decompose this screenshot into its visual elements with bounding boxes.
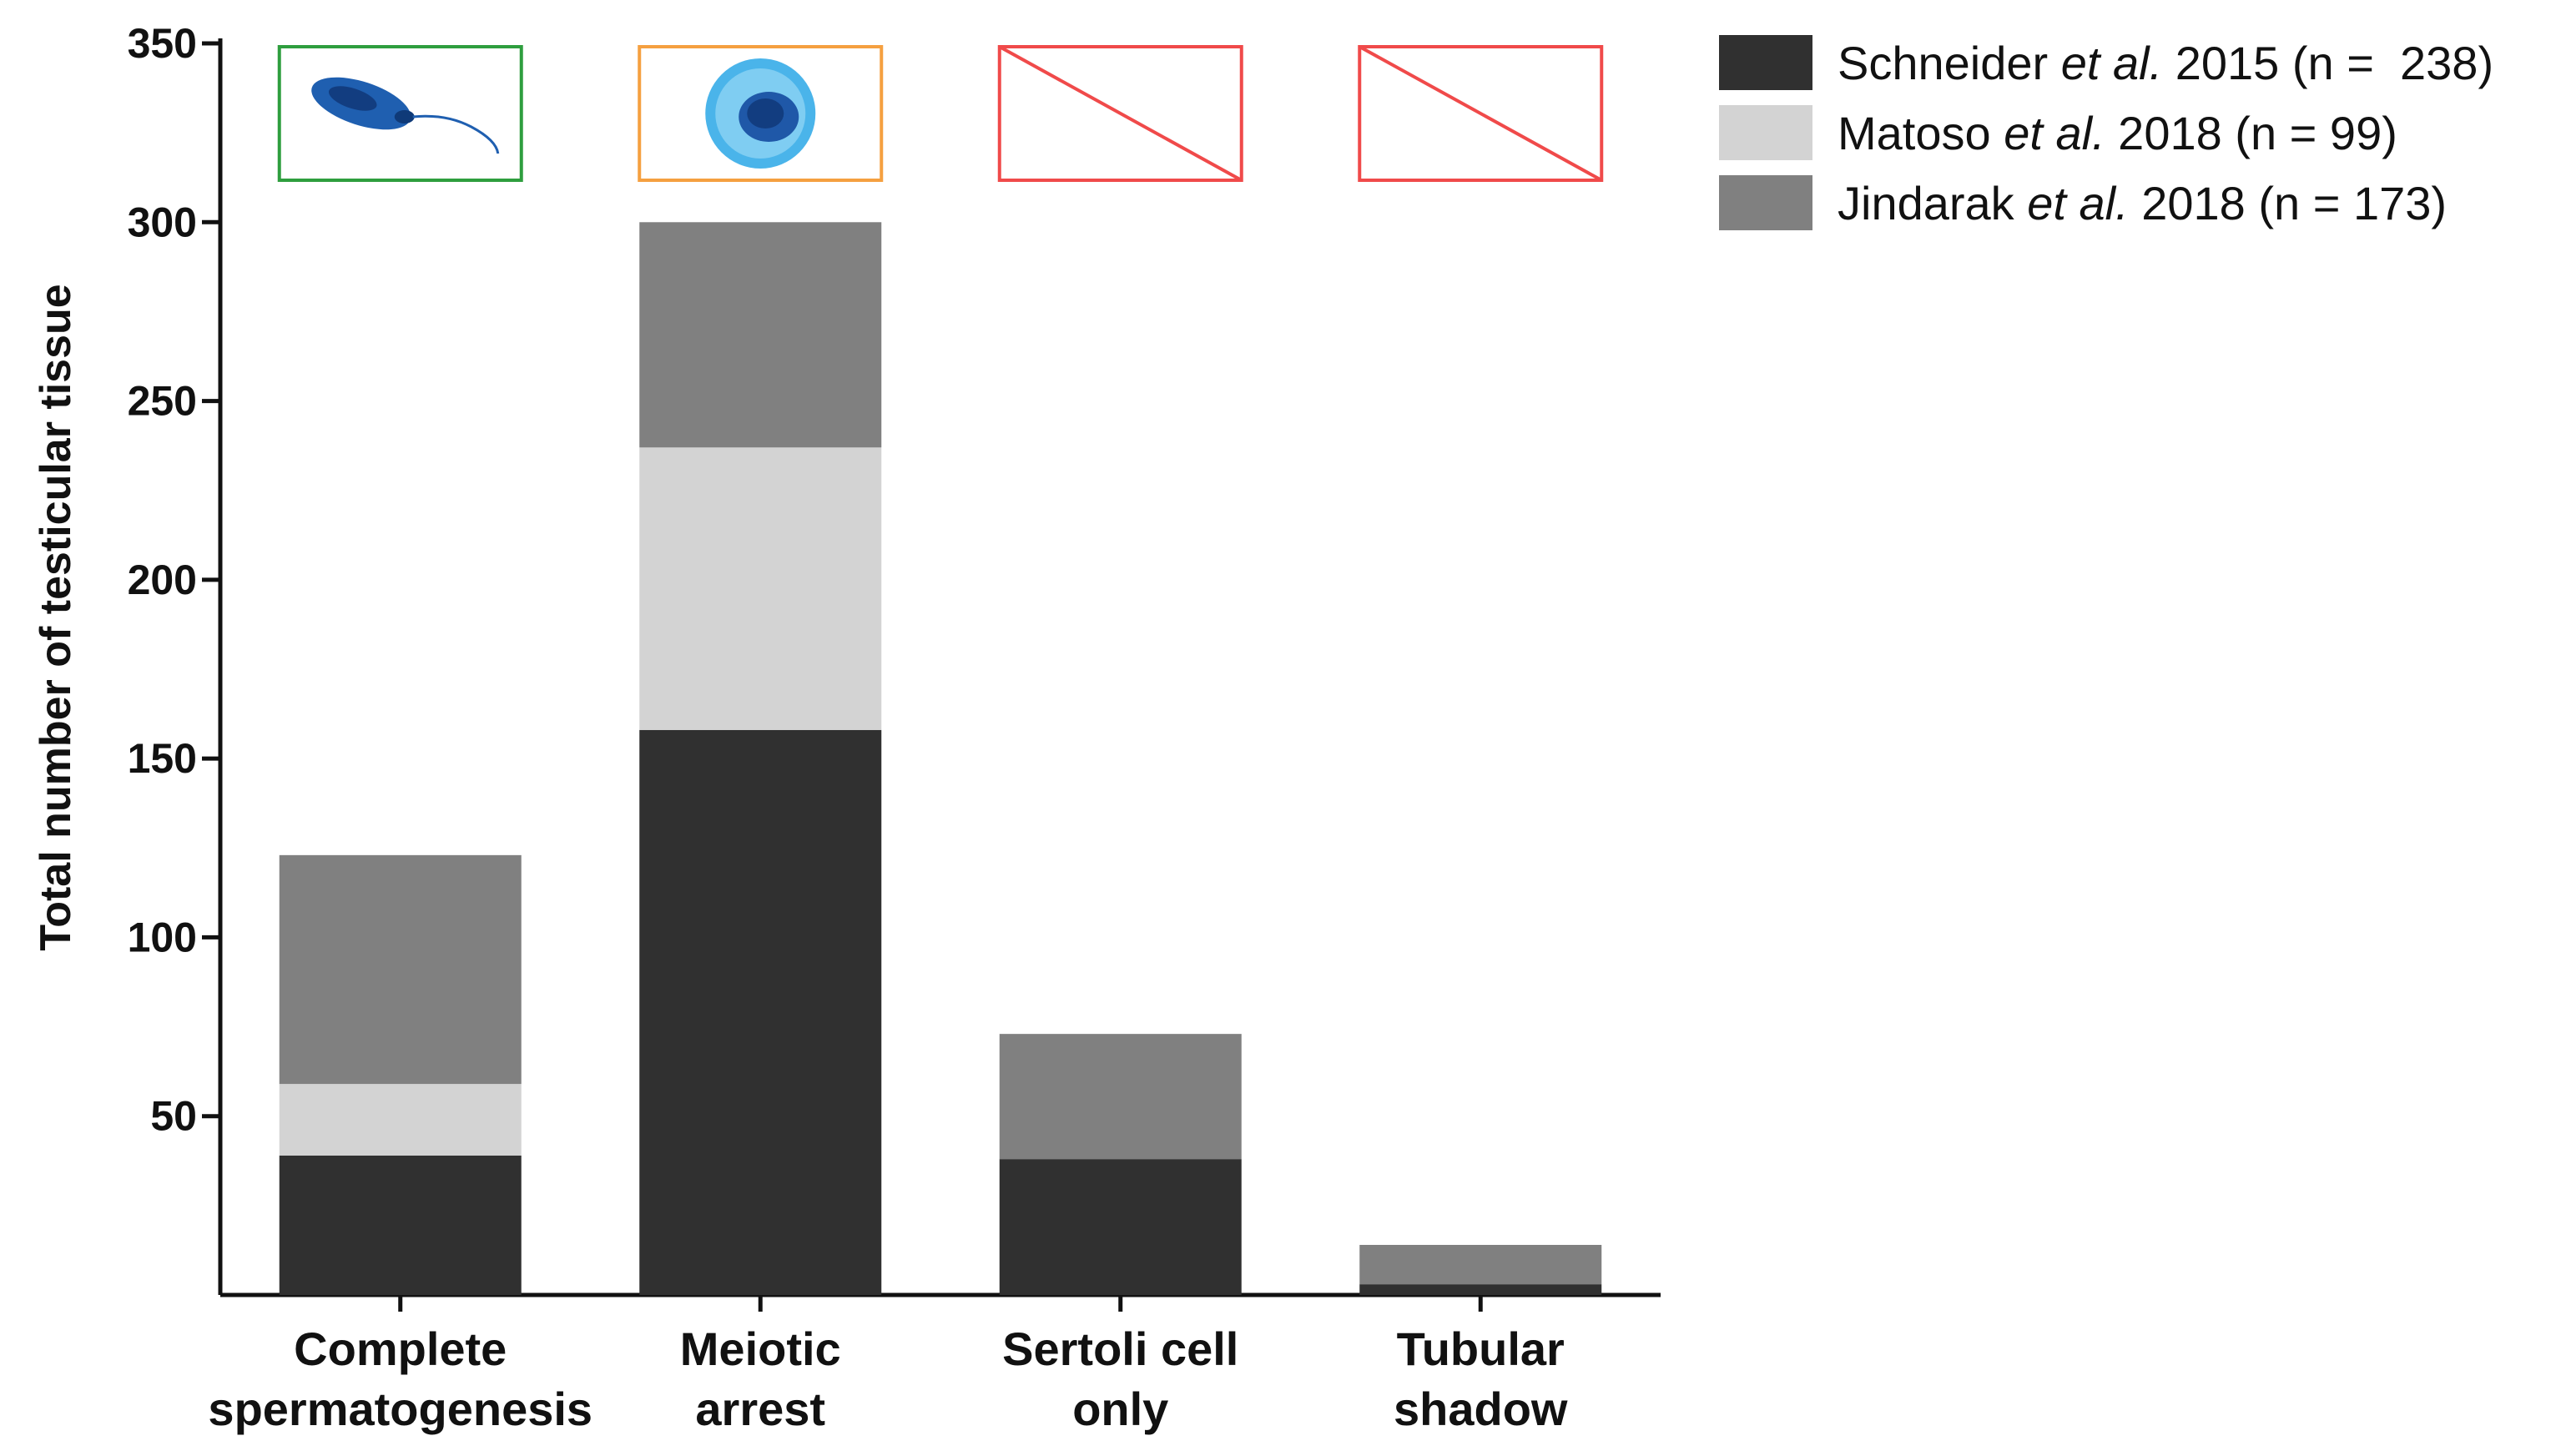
bar-stacks: [279, 222, 1602, 1295]
legend-item-0: Schneider et al. 2015 (n = 238): [1719, 35, 2493, 90]
y-tick-label-200: 200: [128, 557, 197, 603]
legend-label-0: Schneider et al. 2015 (n = 238): [1838, 37, 2493, 89]
y-tick-label-150: 150: [128, 735, 197, 782]
bar-segment-1-series-1: [639, 447, 882, 730]
y-tick-label-350: 350: [128, 20, 197, 67]
legend-label-part-0-1: et al.: [2061, 37, 2162, 89]
x-axis: Complete spermatogenesis Meiotic arrest Sert…: [208, 1292, 1661, 1435]
legend-label-part-2-1: et al.: [2027, 177, 2128, 229]
bar-segment-0-series-1: [279, 1084, 522, 1156]
crossed-out-box-icon: [1358, 45, 1604, 182]
legend-label-part-2-0: Jindarak: [1838, 177, 2027, 229]
legend-label-part-1-1: et al.: [2004, 107, 2105, 159]
category-label-2-1: only: [1072, 1383, 1168, 1435]
bar-segment-2-series-2: [999, 1034, 1242, 1160]
legend-label-part-1-2: 2018 (n = 99): [2105, 107, 2397, 159]
legend-item-2: Jindarak et al. 2018 (n = 173): [1719, 175, 2447, 230]
legend-label-part-0-0: Schneider: [1838, 37, 2061, 89]
category-label-0-1: spermatogenesis: [208, 1383, 592, 1435]
bar-segment-0-series-2: [279, 854, 522, 1085]
legend-label-1: Matoso et al. 2018 (n = 99): [1838, 107, 2397, 159]
y-axis-title: Total number of testicular tissue: [32, 284, 80, 950]
legend: Schneider et al. 2015 (n = 238) Matoso et…: [1719, 35, 2493, 230]
category-label-1-0: Meiotic: [680, 1322, 841, 1375]
category-label-3-1: shadow: [1394, 1383, 1568, 1435]
category-label-2-0: Sertoli cell: [1002, 1322, 1238, 1375]
bar-segment-3-series-0: [1359, 1284, 1602, 1295]
bar-segment-2-series-0: [999, 1159, 1242, 1295]
y-tick-label-300: 300: [128, 199, 197, 245]
legend-label-part-1-0: Matoso: [1838, 107, 2004, 159]
category-label-3-0: Tubular: [1397, 1322, 1565, 1375]
crossed-out-box-icon: [997, 45, 1243, 182]
legend-label-part-0-2: 2015 (n = 238): [2162, 37, 2493, 89]
y-axis: 50 100 150 200 250 300 350: [128, 20, 223, 1295]
bar-segment-3-series-2: [1359, 1245, 1602, 1285]
y-tick-label-250: 250: [128, 378, 197, 425]
legend-swatch-2: [1719, 175, 1812, 230]
y-tick-label-100: 100: [128, 914, 197, 960]
bar-segment-1-series-0: [639, 729, 882, 1295]
legend-swatch-1: [1719, 105, 1812, 160]
category-label-1-1: arrest: [695, 1383, 825, 1435]
category-label-0-0: Complete: [294, 1322, 507, 1375]
legend-label-2: Jindarak et al. 2018 (n = 173): [1838, 177, 2447, 229]
spermatocyte-cell-icon: [638, 45, 884, 182]
y-tick-label-50: 50: [150, 1093, 197, 1140]
legend-item-1: Matoso et al. 2018 (n = 99): [1719, 105, 2397, 160]
sperm-cell-icon: [277, 45, 523, 182]
category-icons: [277, 45, 1604, 182]
bar-segment-0-series-0: [279, 1155, 522, 1295]
bar-segment-1-series-2: [639, 222, 882, 448]
legend-label-part-2-2: 2018 (n = 173): [2129, 177, 2447, 229]
legend-swatch-0: [1719, 35, 1812, 90]
